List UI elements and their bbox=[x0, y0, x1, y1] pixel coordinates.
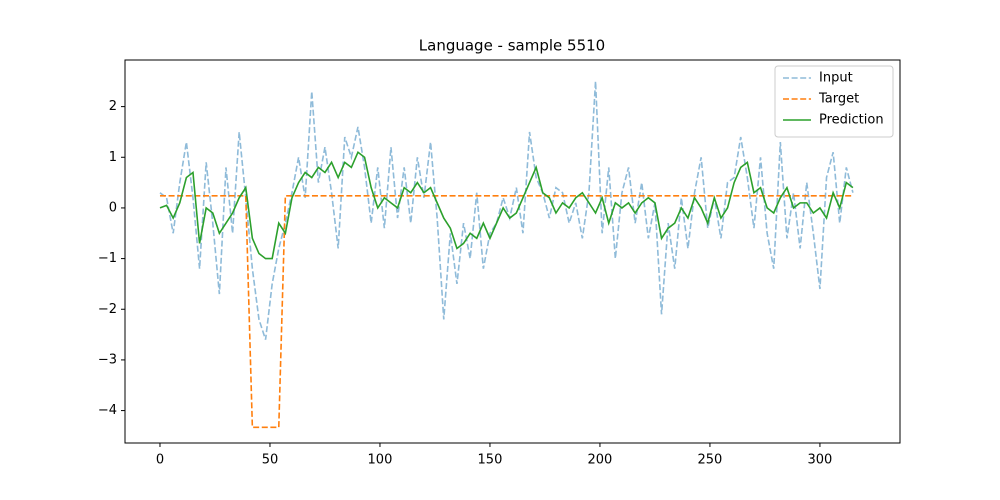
y-tick-label: 0 bbox=[109, 200, 117, 215]
legend-label: Prediction bbox=[819, 113, 884, 128]
plot-frame bbox=[124, 59, 901, 444]
x-tick-label: 150 bbox=[478, 453, 503, 468]
series-line bbox=[159, 150, 854, 260]
series-line bbox=[159, 194, 853, 429]
x-tick-label: 250 bbox=[698, 453, 723, 468]
x-tick-label: 100 bbox=[368, 453, 393, 468]
y-tick-label: −2 bbox=[98, 302, 117, 317]
chart-title: Language - sample 5510 bbox=[419, 37, 605, 55]
y-tick-label: −1 bbox=[98, 251, 117, 266]
x-tick-label: 0 bbox=[156, 453, 164, 468]
y-tick-label: 1 bbox=[109, 150, 117, 165]
y-tick-label: 2 bbox=[109, 99, 117, 114]
y-tick-label: −3 bbox=[98, 352, 117, 367]
x-tick-label: 50 bbox=[262, 453, 279, 468]
series-line bbox=[159, 81, 854, 340]
y-tick-label: −4 bbox=[98, 403, 117, 418]
x-tick-label: 200 bbox=[588, 453, 613, 468]
legend-label: Input bbox=[819, 71, 853, 86]
legend-label: Target bbox=[818, 92, 859, 107]
x-tick-label: 300 bbox=[808, 453, 833, 468]
